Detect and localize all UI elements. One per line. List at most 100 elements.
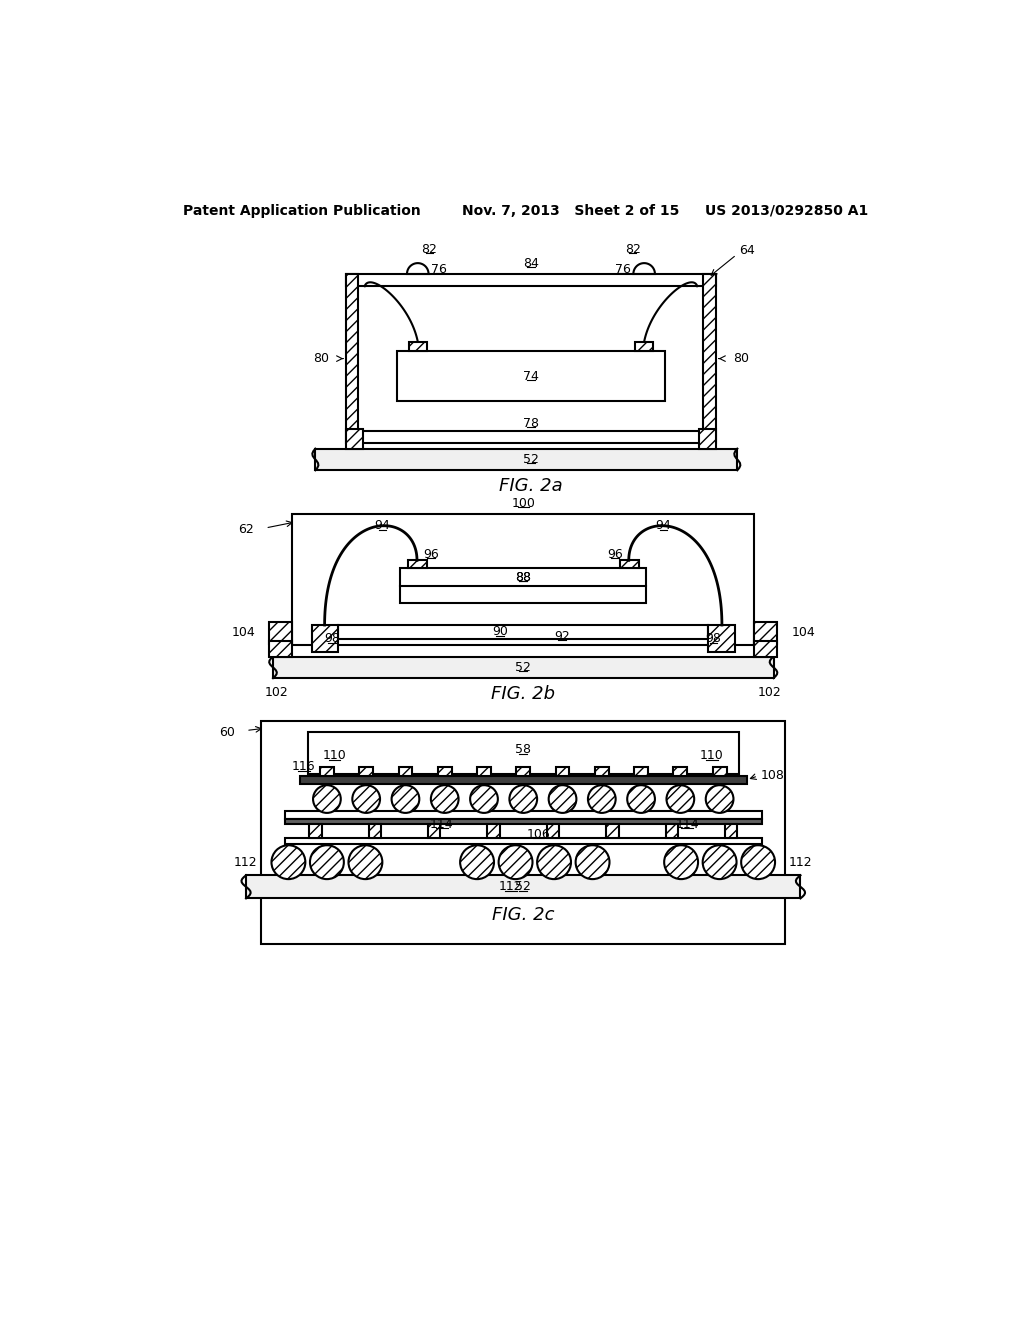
Text: 100: 100 — [511, 496, 536, 510]
Bar — [398, 767, 413, 776]
Text: 80: 80 — [733, 352, 749, 366]
Text: 88: 88 — [515, 570, 531, 583]
Text: 82: 82 — [625, 243, 641, 256]
Text: 76: 76 — [614, 263, 631, 276]
Bar — [285, 838, 762, 843]
Text: 96: 96 — [423, 548, 438, 561]
Text: 110: 110 — [323, 750, 346, 763]
Circle shape — [509, 785, 538, 813]
Text: Patent Application Publication: Patent Application Publication — [183, 203, 421, 218]
Text: 52: 52 — [515, 661, 531, 675]
Circle shape — [271, 845, 305, 879]
Bar — [292, 513, 755, 645]
Text: 110: 110 — [700, 750, 724, 763]
Bar — [273, 656, 773, 678]
Text: 102: 102 — [265, 685, 289, 698]
Text: 90: 90 — [493, 626, 508, 639]
Circle shape — [460, 845, 494, 879]
Text: 116: 116 — [292, 760, 315, 774]
Bar — [269, 642, 292, 656]
Bar — [285, 818, 762, 824]
Text: 92: 92 — [554, 630, 569, 643]
Text: 114: 114 — [676, 818, 699, 832]
Bar — [369, 824, 381, 838]
Text: 84: 84 — [523, 256, 539, 269]
Bar — [428, 824, 440, 838]
Bar — [620, 561, 639, 568]
Bar — [309, 824, 322, 838]
Circle shape — [352, 785, 380, 813]
Text: 104: 104 — [792, 626, 815, 639]
Text: 80: 80 — [313, 352, 330, 366]
Text: 78: 78 — [523, 417, 539, 430]
Bar — [307, 733, 739, 775]
Text: 98: 98 — [325, 632, 340, 645]
Text: Nov. 7, 2013   Sheet 2 of 15: Nov. 7, 2013 Sheet 2 of 15 — [462, 203, 679, 218]
Text: 104: 104 — [231, 626, 255, 639]
Text: 82: 82 — [422, 243, 437, 256]
Text: 114: 114 — [430, 818, 454, 832]
Bar — [438, 767, 452, 776]
Bar — [666, 824, 678, 838]
Bar — [487, 824, 500, 838]
Circle shape — [391, 785, 419, 813]
Circle shape — [310, 845, 344, 879]
Bar — [315, 449, 737, 470]
Bar — [708, 626, 735, 652]
Bar — [346, 275, 358, 444]
Bar — [346, 429, 364, 449]
Text: 58: 58 — [515, 743, 531, 756]
Text: 96: 96 — [607, 548, 623, 561]
Text: 62: 62 — [238, 523, 254, 536]
Bar — [516, 767, 530, 776]
Bar — [346, 275, 716, 286]
Bar — [246, 875, 801, 899]
Bar — [556, 767, 569, 776]
Bar — [285, 812, 762, 818]
Bar — [311, 626, 339, 652]
Text: 64: 64 — [739, 244, 755, 257]
Text: 112: 112 — [788, 855, 812, 869]
Bar — [547, 824, 559, 838]
Bar — [409, 342, 427, 351]
Bar — [319, 767, 334, 776]
Circle shape — [665, 845, 698, 879]
Text: 112: 112 — [499, 880, 523, 894]
Bar — [674, 767, 687, 776]
Bar — [755, 642, 777, 656]
Bar — [634, 767, 648, 776]
Text: US 2013/0292850 A1: US 2013/0292850 A1 — [705, 203, 868, 218]
Bar — [400, 568, 646, 603]
Circle shape — [549, 785, 577, 813]
Text: 94: 94 — [375, 519, 390, 532]
Bar — [269, 622, 292, 644]
Text: FIG. 2a: FIG. 2a — [499, 477, 563, 495]
Bar — [359, 767, 373, 776]
Text: 94: 94 — [655, 519, 672, 532]
Bar — [703, 275, 716, 444]
Text: 98: 98 — [706, 632, 721, 645]
Bar — [339, 626, 708, 639]
Text: FIG. 2b: FIG. 2b — [492, 685, 555, 702]
Circle shape — [667, 785, 694, 813]
Circle shape — [348, 845, 382, 879]
Circle shape — [499, 845, 532, 879]
Circle shape — [706, 785, 733, 813]
Circle shape — [741, 845, 775, 879]
Bar — [595, 767, 608, 776]
Bar — [713, 767, 727, 776]
Circle shape — [702, 845, 736, 879]
Text: 74: 74 — [523, 370, 539, 383]
Text: 102: 102 — [758, 685, 781, 698]
Text: 76: 76 — [431, 263, 447, 276]
Circle shape — [313, 785, 341, 813]
Text: 112: 112 — [234, 855, 258, 869]
Bar — [358, 286, 703, 430]
Circle shape — [575, 845, 609, 879]
Text: 88: 88 — [515, 570, 531, 583]
Bar — [408, 561, 427, 568]
Circle shape — [628, 785, 655, 813]
Bar — [477, 767, 490, 776]
Circle shape — [470, 785, 498, 813]
Bar — [698, 429, 716, 449]
